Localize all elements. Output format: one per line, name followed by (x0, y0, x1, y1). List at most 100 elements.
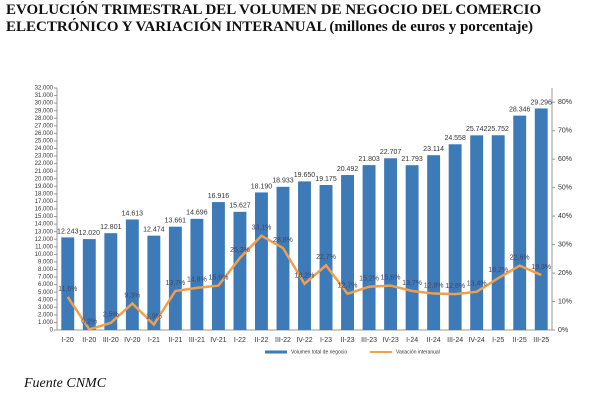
x-tick-label: III-20 (103, 337, 119, 344)
y-tick-label: 0 (50, 328, 54, 334)
line-label: 16,2% (295, 273, 315, 280)
line-label: 18,2% (488, 267, 508, 274)
bar-label: 14.613 (122, 210, 144, 217)
bar (82, 239, 96, 330)
y-tick-label: 11.000 (35, 244, 54, 250)
line-label: 22,6% (510, 255, 530, 262)
bar-label: 19.175 (315, 176, 337, 183)
bar-label: 12.020 (79, 230, 101, 237)
y-tick-label: 25.000 (35, 139, 54, 145)
line-label: 11,6% (58, 286, 77, 293)
x-tick-label: I-25 (492, 337, 504, 344)
y-tick-label: 29.000 (35, 108, 54, 114)
x-tick-label: II-24 (427, 337, 441, 344)
bar (125, 219, 139, 330)
bar (513, 115, 527, 330)
y2-tick-label: 80% (558, 99, 572, 106)
bar-label: 21.793 (401, 156, 423, 163)
bar (255, 192, 268, 330)
line-label: 12,7% (338, 283, 358, 290)
y-tick-label: 6.000 (38, 282, 54, 288)
x-tick-label: I-23 (320, 337, 332, 344)
y-tick-label: 17.000 (35, 199, 54, 205)
bar (190, 218, 204, 330)
bar-label: 12.243 (57, 228, 79, 235)
line-label: 15,6% (381, 274, 401, 281)
bar-label: 18.190 (251, 183, 273, 190)
line-label: 13,4% (467, 281, 487, 288)
line-label: 33,1% (252, 225, 272, 232)
y-tick-label: 8.000 (38, 267, 54, 273)
x-tick-label: IV-23 (382, 337, 398, 344)
line-label: 13,7% (165, 280, 185, 287)
bar-label: 15.627 (229, 203, 251, 210)
bar (534, 108, 548, 330)
y-tick-label: 28.000 (35, 116, 54, 122)
legend-swatch (265, 350, 287, 354)
y2-tick-label: 60% (558, 156, 572, 163)
y2-tick-label: 40% (558, 213, 572, 220)
line-label: 28,8% (273, 237, 293, 244)
line-label: 9,3% (124, 292, 140, 299)
bar-label: 22.707 (380, 149, 402, 156)
y-tick-label: 16.000 (35, 207, 54, 213)
bar-label: 24.558 (444, 135, 466, 142)
bar-label: 20.492 (337, 166, 359, 173)
line-label: 25,3% (230, 247, 250, 254)
bar-label: 25.752 (487, 126, 509, 133)
bar (491, 135, 505, 330)
y-tick-label: 22.000 (35, 161, 54, 167)
y-tick-label: 7.000 (38, 275, 54, 281)
y-tick-label: 30.000 (35, 101, 54, 107)
x-tick-label: III-24 (447, 337, 463, 344)
x-tick-label: II-25 (513, 337, 527, 344)
x-tick-label: IV-22 (296, 337, 312, 344)
x-tick-label: III-22 (275, 337, 291, 344)
x-tick-label: II-21 (168, 337, 182, 344)
bar (298, 181, 311, 330)
y-tick-label: 1.000 (38, 320, 54, 326)
bar (427, 155, 441, 330)
bar-label: 28.346 (509, 106, 531, 113)
line-label: 12,8% (424, 282, 444, 289)
x-tick-label: III-23 (361, 337, 377, 344)
y-tick-label: 24.000 (35, 146, 54, 152)
line-label: 13,7% (402, 280, 422, 287)
bar-label: 19.650 (294, 172, 316, 179)
line-label: 19,3% (531, 264, 551, 271)
bar (276, 186, 290, 330)
bar-label: 25.742 (466, 126, 488, 133)
bar (341, 175, 354, 330)
bar (362, 165, 376, 330)
line-label: 12,6% (445, 283, 465, 290)
y-tick-label: 21.000 (35, 169, 54, 175)
y2-tick-label: 20% (558, 270, 572, 277)
bar-label: 14.696 (186, 210, 208, 217)
y2-tick-label: 10% (558, 298, 572, 305)
line-label: 22,7% (316, 254, 336, 261)
bar-label: 16.916 (208, 193, 230, 200)
x-tick-label: I-22 (234, 337, 246, 344)
bar (448, 144, 462, 330)
bar (470, 135, 484, 330)
y-tick-label: 20.000 (35, 176, 54, 182)
y2-tick-label: 30% (558, 241, 572, 248)
y-tick-label: 26.000 (35, 131, 54, 137)
y-tick-label: 19.000 (35, 184, 54, 190)
x-tick-label: I-21 (148, 337, 160, 344)
y-tick-label: 9.000 (38, 260, 54, 266)
source: Fuente CNMC (24, 376, 107, 391)
chart-title: EVOLUCIÓN TRIMESTRAL DEL VOLUMEN DE NEGO… (6, 2, 542, 35)
x-tick-label: II-23 (341, 337, 355, 344)
legend-swatch (370, 351, 392, 353)
legend-label: Volumen total de negocio (291, 349, 347, 355)
y-tick-label: 14.000 (35, 222, 54, 228)
bar (147, 235, 161, 330)
line-label: 2,5% (103, 312, 119, 319)
x-tick-label: III-21 (189, 337, 205, 344)
y-tick-label: 2.000 (38, 312, 54, 318)
bar-label: 18.933 (272, 178, 294, 185)
y-tick-label: 18.000 (35, 191, 54, 197)
y-tick-label: 10.000 (35, 252, 54, 258)
